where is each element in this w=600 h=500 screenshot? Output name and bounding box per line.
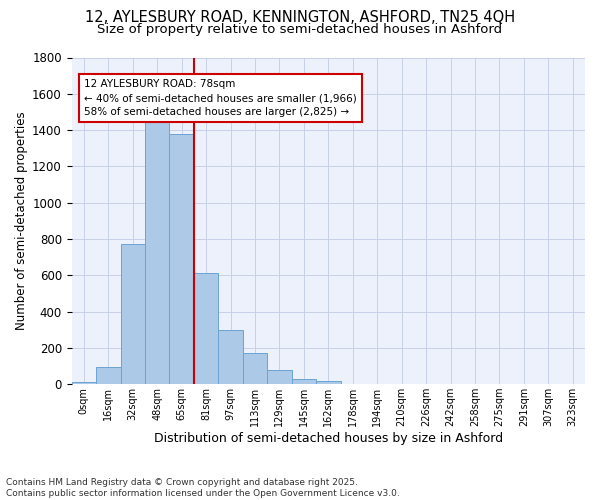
Bar: [121, 244, 145, 384]
Bar: [267, 370, 292, 384]
Bar: [218, 330, 243, 384]
Text: Size of property relative to semi-detached houses in Ashford: Size of property relative to semi-detach…: [97, 22, 503, 36]
X-axis label: Distribution of semi-detached houses by size in Ashford: Distribution of semi-detached houses by …: [154, 432, 503, 445]
Bar: [145, 122, 169, 384]
Y-axis label: Number of semi-detached properties: Number of semi-detached properties: [15, 112, 28, 330]
Bar: [169, 134, 194, 384]
Bar: [243, 354, 267, 384]
Text: Contains HM Land Registry data © Crown copyright and database right 2025.
Contai: Contains HM Land Registry data © Crown c…: [6, 478, 400, 498]
Bar: [316, 380, 341, 384]
Bar: [292, 378, 316, 384]
Text: 12, AYLESBURY ROAD, KENNINGTON, ASHFORD, TN25 4QH: 12, AYLESBURY ROAD, KENNINGTON, ASHFORD,…: [85, 10, 515, 25]
Bar: [194, 274, 218, 384]
Bar: [96, 367, 121, 384]
Bar: [71, 382, 96, 384]
Text: 12 AYLESBURY ROAD: 78sqm
← 40% of semi-detached houses are smaller (1,966)
58% o: 12 AYLESBURY ROAD: 78sqm ← 40% of semi-d…: [84, 80, 356, 118]
